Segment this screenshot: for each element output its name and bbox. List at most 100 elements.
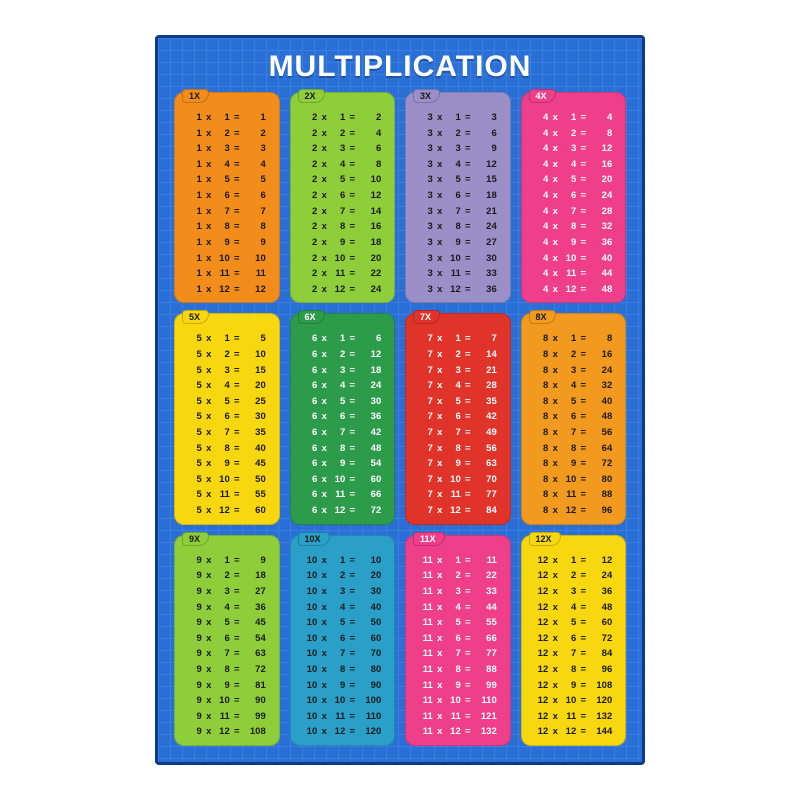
table-row: 12x11=132 <box>527 712 621 722</box>
table-row: 4x12=48 <box>527 285 621 295</box>
table-row: 11x9=99 <box>411 681 505 691</box>
table-row: 1x1=1 <box>180 113 274 123</box>
table-row: 6x5=30 <box>296 397 390 407</box>
table-row: 2x4=8 <box>296 160 390 170</box>
table-row: 1x2=2 <box>180 129 274 139</box>
table-tab: 12X <box>529 532 561 546</box>
table-row: 2x8=16 <box>296 222 390 232</box>
table-row: 12x10=120 <box>527 696 621 706</box>
table-row: 8x9=72 <box>527 459 621 469</box>
table-row: 1x6=6 <box>180 191 274 201</box>
table-row: 3x1=3 <box>411 113 505 123</box>
table-row: 7x6=42 <box>411 412 505 422</box>
table-tab: 4X <box>529 89 556 103</box>
table-row: 5x7=35 <box>180 428 274 438</box>
table-row: 10x3=30 <box>296 587 390 597</box>
table-row: 11x3=33 <box>411 587 505 597</box>
table-row: 10x9=90 <box>296 681 390 691</box>
table-row: 8x6=48 <box>527 412 621 422</box>
table-row: 1x11=11 <box>180 269 274 279</box>
table-row: 5x3=15 <box>180 366 274 376</box>
table-row: 3x5=15 <box>411 175 505 185</box>
table-row: 4x7=28 <box>527 207 621 217</box>
table-row: 9x3=27 <box>180 587 274 597</box>
table-row: 4x2=8 <box>527 129 621 139</box>
table-row: 12x12=144 <box>527 727 621 737</box>
table-row: 9x7=63 <box>180 649 274 659</box>
table-row: 8x3=24 <box>527 366 621 376</box>
table-tab: 1X <box>182 89 209 103</box>
table-row: 11x5=55 <box>411 618 505 628</box>
table-row: 4x10=40 <box>527 254 621 264</box>
table-row: 8x2=16 <box>527 350 621 360</box>
table-row: 2x3=6 <box>296 144 390 154</box>
table-row: 3x4=12 <box>411 160 505 170</box>
table-row: 10x1=10 <box>296 556 390 566</box>
table-row: 12x3=36 <box>527 587 621 597</box>
table-tab: 9X <box>182 532 209 546</box>
table-row: 1x7=7 <box>180 207 274 217</box>
table-row: 6x10=60 <box>296 475 390 485</box>
table-row: 2x7=14 <box>296 207 390 217</box>
table-row: 5x11=55 <box>180 490 274 500</box>
table-row: 7x11=77 <box>411 490 505 500</box>
table-card-10: 10X10x1=1010x2=2010x3=3010x4=4010x5=5010… <box>290 535 396 746</box>
table-row: 10x10=100 <box>296 696 390 706</box>
table-tab: 8X <box>529 310 556 324</box>
table-row: 2x1=2 <box>296 113 390 123</box>
table-row: 3x3=9 <box>411 144 505 154</box>
table-row: 8x10=80 <box>527 475 621 485</box>
table-row: 4x4=16 <box>527 160 621 170</box>
table-card-7: 7X7x1=77x2=147x3=217x4=287x5=357x6=427x7… <box>405 313 511 524</box>
table-row: 12x9=108 <box>527 681 621 691</box>
table-row: 3x12=36 <box>411 285 505 295</box>
table-row: 12x8=96 <box>527 665 621 675</box>
table-row: 9x9=81 <box>180 681 274 691</box>
table-row: 11x1=11 <box>411 556 505 566</box>
table-row: 5x5=25 <box>180 397 274 407</box>
table-row: 7x10=70 <box>411 475 505 485</box>
table-row: 6x3=18 <box>296 366 390 376</box>
table-row: 9x12=108 <box>180 727 274 737</box>
table-row: 9x5=45 <box>180 618 274 628</box>
table-row: 1x4=4 <box>180 160 274 170</box>
table-row: 11x6=66 <box>411 634 505 644</box>
table-row: 9x11=99 <box>180 712 274 722</box>
table-row: 10x8=80 <box>296 665 390 675</box>
table-row: 2x6=12 <box>296 191 390 201</box>
table-row: 12x1=12 <box>527 556 621 566</box>
table-row: 6x4=24 <box>296 381 390 391</box>
table-row: 11x10=110 <box>411 696 505 706</box>
table-card-4: 4X4x1=44x2=84x3=124x4=164x5=204x6=244x7=… <box>521 92 627 303</box>
table-row: 10x7=70 <box>296 649 390 659</box>
table-row: 3x11=33 <box>411 269 505 279</box>
table-card-11: 11X11x1=1111x2=2211x3=3311x4=4411x5=5511… <box>405 535 511 746</box>
table-card-2: 2X2x1=22x2=42x3=62x4=82x5=102x6=122x7=14… <box>290 92 396 303</box>
table-row: 9x6=54 <box>180 634 274 644</box>
table-row: 3x8=24 <box>411 222 505 232</box>
table-row: 8x11=88 <box>527 490 621 500</box>
table-row: 8x5=40 <box>527 397 621 407</box>
table-row: 9x8=72 <box>180 665 274 675</box>
table-row: 10x12=120 <box>296 727 390 737</box>
table-row: 5x10=50 <box>180 475 274 485</box>
table-row: 5x2=10 <box>180 350 274 360</box>
table-card-6: 6X6x1=66x2=126x3=186x4=246x5=306x6=366x7… <box>290 313 396 524</box>
table-row: 2x9=18 <box>296 238 390 248</box>
table-row: 11x12=132 <box>411 727 505 737</box>
table-tab: 10X <box>298 532 330 546</box>
table-row: 6x6=36 <box>296 412 390 422</box>
table-row: 6x11=66 <box>296 490 390 500</box>
table-row: 6x2=12 <box>296 350 390 360</box>
table-row: 3x9=27 <box>411 238 505 248</box>
table-row: 8x12=96 <box>527 506 621 516</box>
table-card-1: 1X1x1=11x2=21x3=31x4=41x5=51x6=61x7=71x8… <box>174 92 280 303</box>
table-row: 8x4=32 <box>527 381 621 391</box>
table-tab: 11X <box>413 532 445 546</box>
table-row: 12x2=24 <box>527 571 621 581</box>
table-tab: 7X <box>413 310 440 324</box>
table-row: 9x2=18 <box>180 571 274 581</box>
table-row: 4x9=36 <box>527 238 621 248</box>
table-row: 5x6=30 <box>180 412 274 422</box>
table-row: 7x8=56 <box>411 444 505 454</box>
